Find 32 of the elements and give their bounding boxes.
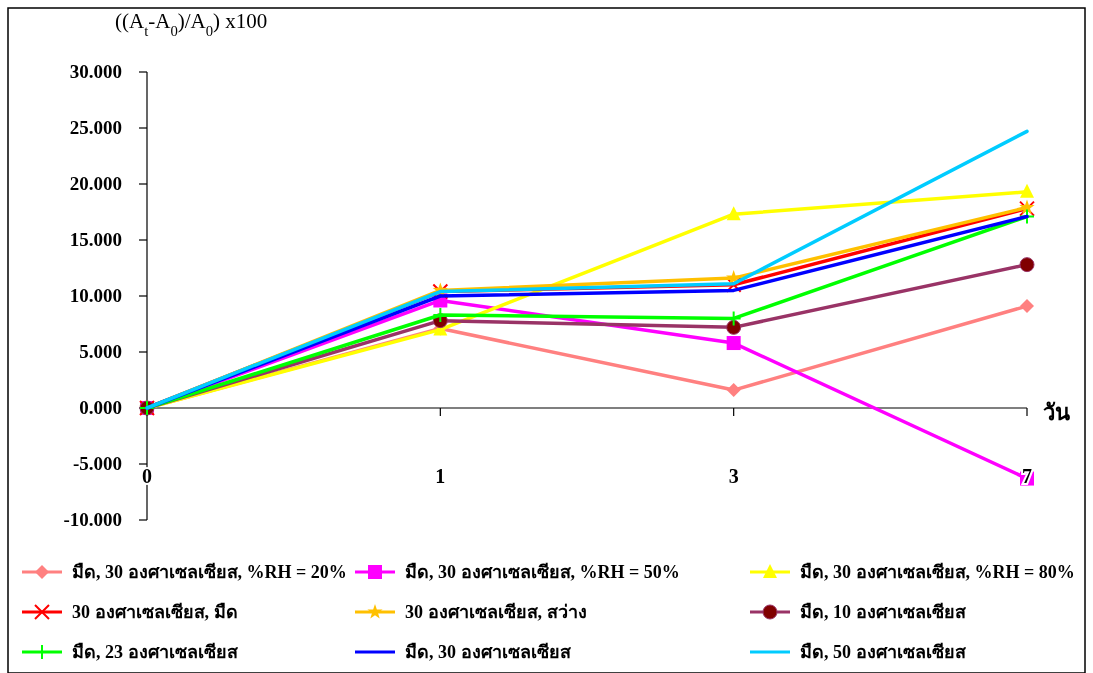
legend-label: มืด, 23 องศาเซลเซียส: [72, 642, 239, 662]
x-tick-label: 7: [1022, 465, 1032, 487]
y-tick-label: -10.000: [63, 509, 122, 530]
point: [726, 336, 741, 351]
y-axis-title: ((A$_{t}$-A$_{0}$)/A$_{0}$) x100: [115, 9, 268, 39]
y-tick-label: 25.000: [69, 117, 122, 138]
legend-label: มืด, 30 องศาเซลเซียส, %RH = 20%: [72, 562, 347, 582]
y-tick-label: 30.000: [69, 61, 122, 82]
legend-label: มืด, 10 องศาเซลเซียส: [800, 602, 967, 622]
point: [726, 383, 741, 398]
x-tick-label: 3: [728, 465, 739, 487]
point: [1020, 183, 1034, 198]
x-tick-label: 1: [435, 465, 446, 487]
legend-label: 30 องศาเซลเซียส, สว่าง: [405, 602, 587, 622]
y-tick-label: 5.000: [79, 341, 122, 362]
y-tick-label: -5.000: [72, 453, 122, 474]
point: [1019, 208, 1035, 225]
y-tick-label: 10.000: [69, 285, 122, 306]
point: [1020, 299, 1034, 314]
x-axis-title: วัน: [1043, 400, 1070, 425]
point: [726, 206, 741, 221]
legend-label: มืด, 30 องศาเซลเซียส: [405, 642, 572, 662]
legend-label: มืด, 30 องศาเซลเซียส, %RH = 80%: [800, 562, 1075, 582]
y-tick-label: 20.000: [69, 173, 122, 194]
legend-label: 30 องศาเซลเซียส, มืด: [72, 602, 238, 622]
point: [725, 276, 742, 293]
y-tick-label: 15.000: [69, 229, 122, 250]
point: [1019, 257, 1035, 273]
legend-label: มืด, 50 องศาเซลเซียส: [800, 642, 967, 662]
y-tick-label: 0.000: [79, 397, 122, 418]
legend-label: มืด, 30 องศาเซลเซียส, %RH = 50%: [405, 562, 680, 582]
point: [726, 319, 742, 335]
